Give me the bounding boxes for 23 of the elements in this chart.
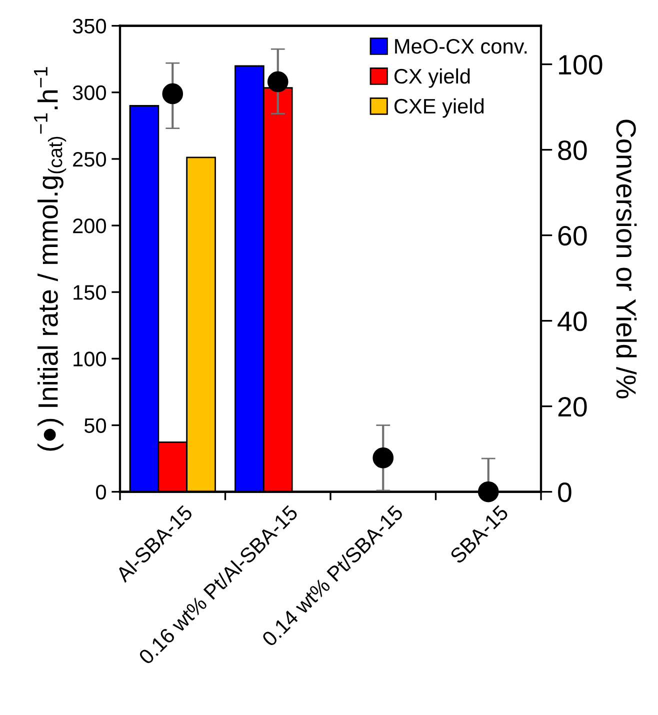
y-tick-label: 250 bbox=[73, 152, 106, 167]
y-axis-title: (●) Initial rate / mmol.g$_{(cat)}$$^{−1}$.h$^{−1}$ bbox=[34, 67, 66, 451]
y2-tick-label: 60 bbox=[558, 226, 587, 246]
y2-tick-label: 0 bbox=[558, 482, 572, 502]
legend-label: MeO-CX conv. bbox=[395, 38, 527, 54]
point bbox=[267, 71, 288, 92]
y2-tick-label: 40 bbox=[558, 311, 587, 332]
y2-tick-label: 80 bbox=[558, 140, 587, 160]
y2-tick-label: 20 bbox=[558, 396, 587, 417]
y2-tick-label: 100 bbox=[559, 54, 602, 75]
y-tick-label: 350 bbox=[72, 18, 106, 34]
y-tick-label: 100 bbox=[74, 352, 106, 366]
y-tick-label: 0 bbox=[96, 484, 106, 500]
legend-label: CX yield bbox=[394, 68, 470, 88]
point bbox=[478, 481, 499, 502]
point bbox=[372, 447, 394, 468]
legend-label: CXE yield bbox=[394, 98, 484, 118]
y-tick-label: 150 bbox=[74, 285, 106, 300]
y-tick-label: 50 bbox=[84, 418, 106, 433]
y-tick-label: 300 bbox=[72, 85, 106, 100]
y-tick-label: 200 bbox=[73, 218, 106, 234]
y2-axis-title: Conversion or Yield /% bbox=[616, 120, 637, 398]
point bbox=[162, 83, 184, 104]
